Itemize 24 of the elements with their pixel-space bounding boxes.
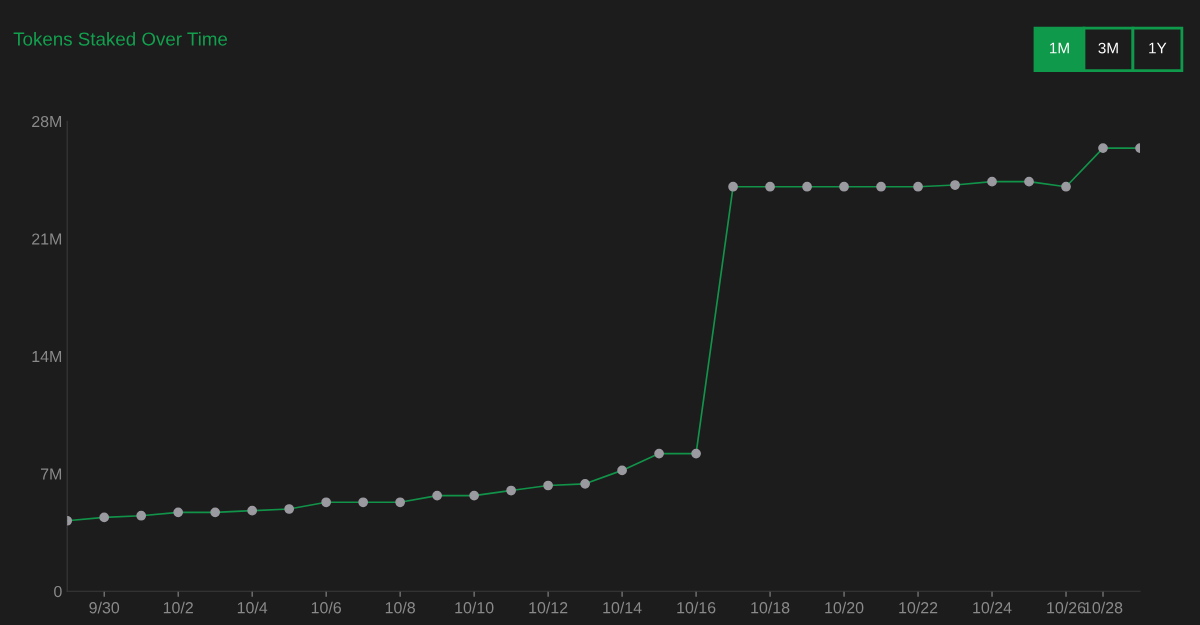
y-tick-label: 14M: [32, 351, 62, 363]
y-tick-label: 7M: [40, 468, 62, 480]
x-tick-label: 9/30: [89, 601, 120, 614]
chart-title: Tokens Staked Over Time: [13, 31, 228, 46]
x-tick-label: 10/20: [825, 601, 864, 614]
x-tick-label: 10/12: [529, 601, 568, 614]
x-tick-label: 10/10: [455, 601, 494, 614]
x-tick-label: 10/6: [311, 601, 341, 614]
text: 1Y: [1149, 42, 1167, 54]
x-tick-label: 10/22: [899, 601, 938, 614]
x-tick-label: 10/2: [163, 601, 193, 614]
x-tick-label: 10/18: [751, 601, 790, 614]
x-tick-label: 10/24: [973, 601, 1012, 614]
x-tick-label: 10/16: [677, 601, 716, 614]
y-tick-label: 0: [54, 585, 62, 598]
x-tick-label: 10/28: [1084, 601, 1123, 614]
text: 1M: [1050, 42, 1069, 54]
x-tick-label: 10/8: [385, 601, 415, 614]
text: 3M: [1098, 42, 1118, 54]
x-tick-label: 10/4: [237, 601, 268, 614]
x-tick-label: 10/14: [603, 601, 642, 614]
y-tick-label: 28M: [32, 115, 62, 128]
x-tick-label: 10/26: [1047, 601, 1086, 614]
y-tick-label: 21M: [32, 233, 62, 245]
